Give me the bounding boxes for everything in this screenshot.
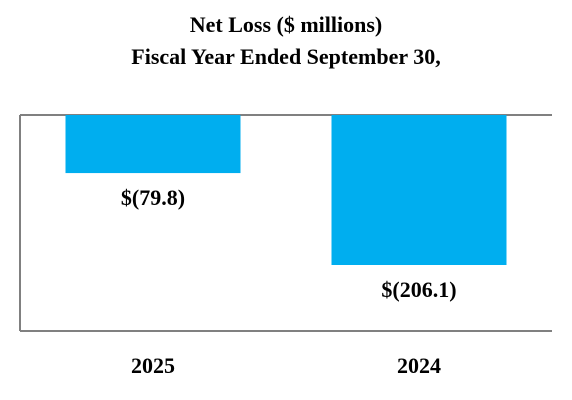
bar-2024 — [331, 115, 507, 265]
category-label-2024: 2024 — [397, 353, 441, 378]
chart-subtitle: Fiscal Year Ended September 30, — [131, 44, 441, 69]
chart-labels: $(79.8) 2025 $(206.1) 2024 — [121, 185, 457, 378]
category-label-2025: 2025 — [131, 353, 175, 378]
chart-title: Net Loss ($ millions) — [189, 12, 383, 37]
chart-bars — [65, 115, 507, 265]
value-label-2024: $(206.1) — [381, 277, 456, 302]
bar-2025 — [65, 115, 241, 174]
value-label-2025: $(79.8) — [121, 185, 185, 210]
